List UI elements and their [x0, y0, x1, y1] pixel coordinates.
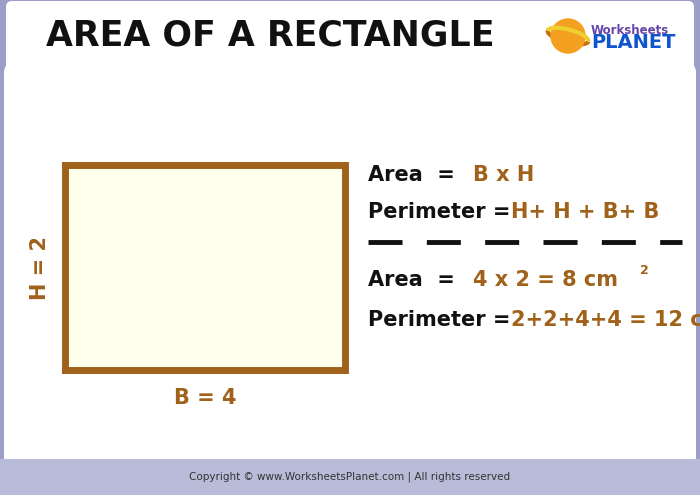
Text: Area  =: Area =: [368, 165, 470, 185]
Text: 2: 2: [640, 264, 649, 278]
Text: Area  =: Area =: [368, 270, 470, 290]
Text: Perimeter =: Perimeter =: [368, 310, 510, 330]
FancyBboxPatch shape: [4, 64, 696, 465]
Text: 2+2+4+4 = 12 cm: 2+2+4+4 = 12 cm: [511, 310, 700, 330]
Text: AREA OF A RECTANGLE: AREA OF A RECTANGLE: [46, 19, 494, 53]
FancyBboxPatch shape: [6, 1, 694, 71]
Text: Copyright © www.WorksheetsPlanet.com | All rights reserved: Copyright © www.WorksheetsPlanet.com | A…: [190, 472, 510, 482]
Text: B = 4: B = 4: [174, 388, 237, 408]
Text: H = 2: H = 2: [30, 236, 50, 299]
Text: Worksheets: Worksheets: [591, 23, 669, 37]
Text: H+ H + B+ B: H+ H + B+ B: [511, 202, 659, 222]
Text: Perimeter =: Perimeter =: [368, 202, 510, 222]
Bar: [0, 459, 700, 495]
Circle shape: [551, 19, 585, 53]
Text: B x H: B x H: [473, 165, 534, 185]
Text: PLANET: PLANET: [591, 34, 676, 52]
Text: 4 x 2 = 8 cm: 4 x 2 = 8 cm: [473, 270, 618, 290]
Bar: [65, 165, 345, 370]
